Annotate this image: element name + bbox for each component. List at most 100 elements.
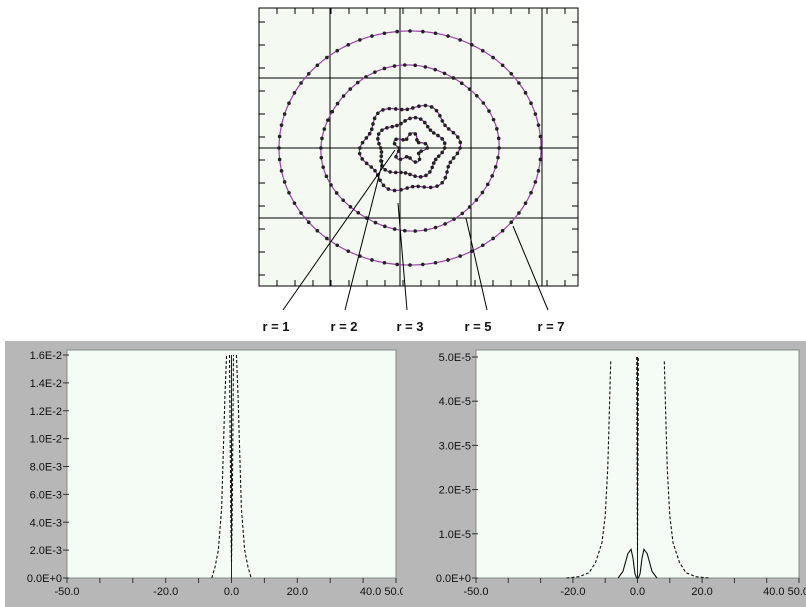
contour-point — [529, 190, 533, 195]
contour-point — [421, 29, 425, 34]
contour-point — [392, 227, 397, 231]
contour-point — [533, 112, 538, 116]
contour-point — [341, 94, 346, 98]
contour-point — [467, 205, 472, 209]
contour-point — [306, 220, 311, 225]
contour-point — [413, 115, 418, 120]
contour-point — [446, 258, 450, 262]
contour-point — [279, 169, 284, 173]
contour-point — [378, 146, 383, 150]
x-tick-label: -20.0 — [153, 586, 178, 598]
contour-point — [445, 170, 449, 174]
series-line-0 — [566, 361, 612, 579]
contour-leaders — [282, 149, 549, 311]
contour-point — [411, 106, 415, 110]
contour-point — [458, 140, 463, 145]
contour-point — [416, 184, 420, 189]
contour-point — [287, 190, 291, 195]
contour-point — [451, 76, 456, 80]
contour-point — [360, 140, 365, 145]
contour-point — [277, 146, 281, 150]
contour-point — [469, 43, 474, 47]
right-series — [566, 356, 709, 579]
left-series — [211, 354, 252, 579]
contour-point — [325, 236, 329, 241]
contour-point — [517, 81, 521, 85]
contour-point — [467, 87, 472, 91]
contour-point — [539, 146, 543, 150]
contour-point — [383, 167, 387, 172]
contour-point — [399, 121, 403, 126]
contour-point — [433, 157, 438, 162]
contour-point — [491, 117, 496, 122]
contour-point — [469, 249, 474, 253]
contour-point — [346, 43, 351, 47]
contour-point — [322, 127, 327, 131]
contour-point — [392, 188, 397, 193]
y-tick-label: 1.6E-2 — [30, 350, 62, 362]
contour-point — [443, 175, 448, 180]
contour-point — [381, 183, 386, 188]
series-line-0 — [211, 354, 228, 579]
contour-point — [413, 174, 417, 178]
contour-point — [443, 222, 447, 226]
contour-point — [487, 109, 491, 113]
contour-point — [390, 124, 395, 129]
contour-label-r5: r = 5 — [464, 319, 491, 334]
contour-point — [413, 63, 417, 68]
contour-point — [399, 170, 403, 175]
contour-point — [378, 178, 382, 183]
contour-point — [373, 220, 378, 225]
contour-point — [381, 108, 385, 112]
contour-point — [306, 71, 311, 76]
contour-point — [292, 201, 297, 205]
contour-point — [442, 141, 447, 145]
contour-point — [493, 165, 498, 169]
contour-point — [496, 155, 500, 160]
y-tick-label: 8.0E-3 — [30, 462, 62, 474]
contour-point — [440, 119, 445, 123]
contour-point — [329, 183, 333, 187]
contour-label-r1: r = 1 — [262, 319, 289, 334]
contour-point — [364, 75, 368, 79]
contour-point — [490, 174, 494, 178]
contour-point — [529, 101, 533, 106]
contour-point — [292, 91, 297, 95]
contour-point — [434, 108, 439, 113]
series-line-2 — [230, 354, 235, 562]
contour-point — [334, 191, 339, 195]
contour-point — [416, 151, 421, 156]
x-tick-label: 0.0 — [630, 586, 645, 598]
contour-point — [394, 107, 398, 111]
contour-leader-line-0 — [282, 149, 396, 311]
y-tick-label: 1.2E-2 — [30, 406, 62, 418]
contour-point — [408, 172, 412, 177]
contour-point — [319, 155, 324, 160]
y-tick-label: 3.0E-5 — [439, 440, 471, 452]
contour-point — [277, 134, 282, 139]
contour-point — [367, 131, 372, 136]
contour-point — [408, 29, 412, 33]
contour-label-r2: r = 2 — [330, 319, 357, 334]
series-line-1 — [228, 354, 233, 562]
contour-point — [319, 146, 323, 150]
contour-point — [358, 146, 362, 150]
x-tick-label: -50.0 — [54, 586, 79, 598]
contour-point — [376, 132, 381, 136]
contour-point — [481, 101, 486, 105]
contour-leader-line-3 — [465, 217, 488, 311]
contour-point — [395, 123, 399, 128]
contour-point — [277, 157, 282, 162]
contour-point — [341, 198, 345, 203]
contour-point — [440, 150, 444, 155]
contour-point — [433, 260, 438, 265]
contour-point — [455, 135, 460, 139]
contour-point — [392, 64, 397, 68]
contour-point — [380, 128, 384, 132]
contour-point — [538, 157, 543, 162]
contour-point — [475, 93, 479, 98]
contour-point — [460, 211, 465, 216]
contour-label-r7: r = 7 — [537, 319, 564, 334]
contour-point — [422, 120, 427, 125]
contour-point — [448, 160, 453, 165]
